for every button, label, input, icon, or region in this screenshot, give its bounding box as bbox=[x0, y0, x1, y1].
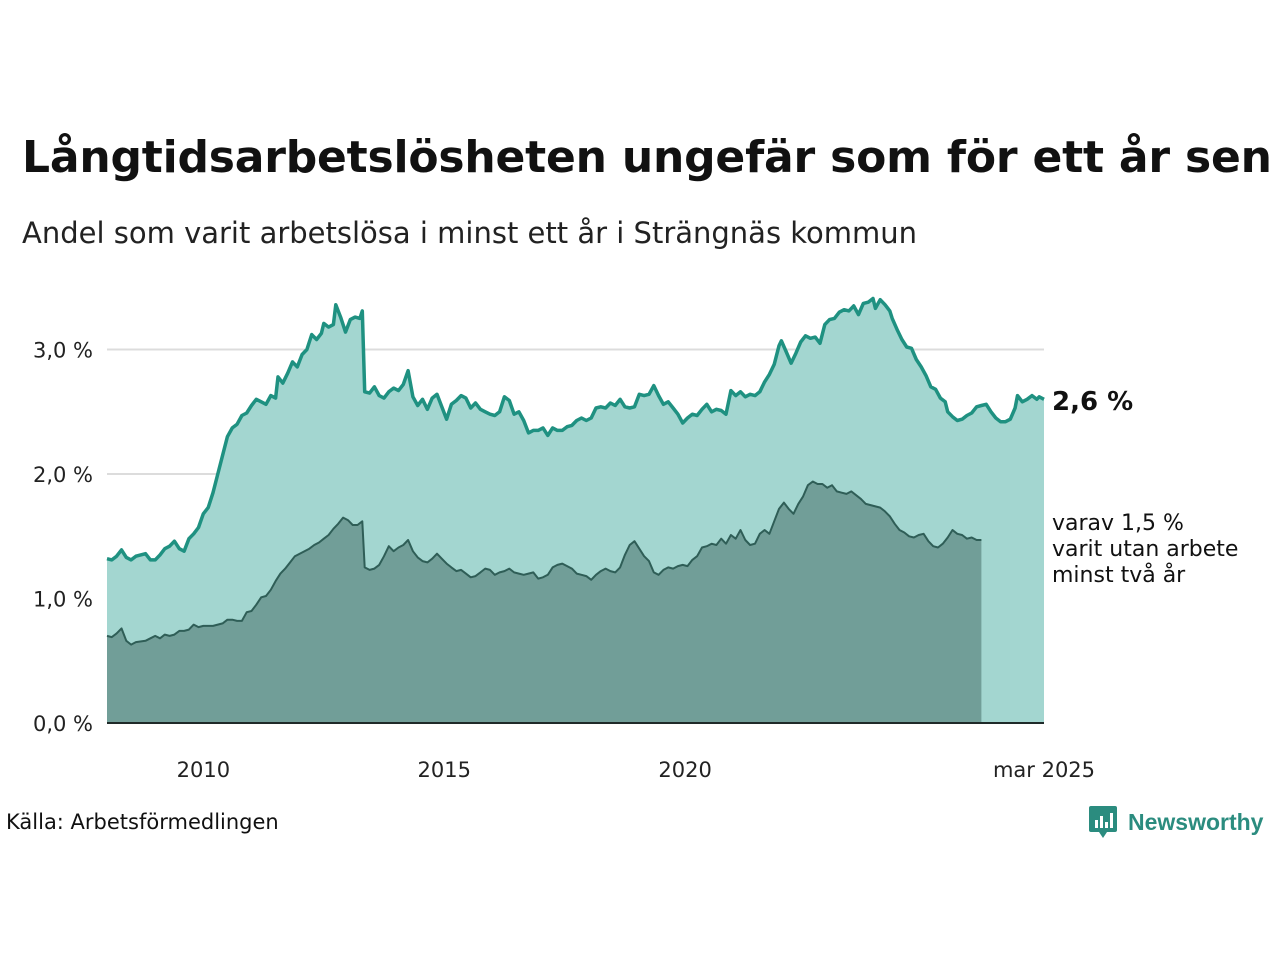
axes: 0,0 % 1,0 % 2,0 % 3,0 % 2010 2015 2020 mar 2025 bbox=[33, 339, 1095, 783]
y-tick-label: 0,0 % bbox=[33, 712, 93, 736]
x-tick-label: 2015 bbox=[417, 758, 470, 782]
end-label-two-years-line: minst två år bbox=[1052, 562, 1186, 588]
newsworthy-logo-icon bbox=[1089, 806, 1117, 838]
y-tick-label: 2,0 % bbox=[33, 463, 93, 487]
series-area-two_years bbox=[107, 481, 982, 723]
chart-areas bbox=[106, 296, 1045, 723]
chart-subtitle: Andel som varit arbetslösa i minst ett å… bbox=[22, 216, 918, 250]
y-tick-label: 3,0 % bbox=[33, 339, 93, 363]
brand-logo: Newsworthy bbox=[1088, 802, 1263, 842]
end-label-total: 2,6 % bbox=[1052, 387, 1133, 417]
y-tick-label: 1,0 % bbox=[33, 588, 93, 612]
brand-name: Newsworthy bbox=[1128, 808, 1264, 835]
source-note: Källa: Arbetsförmedlingen bbox=[6, 810, 279, 834]
chart-title: Långtidsarbetslösheten ungefär som för e… bbox=[22, 132, 1272, 183]
series-line-two_years bbox=[106, 480, 982, 646]
x-tick-label: 2010 bbox=[177, 758, 230, 782]
x-tick-label: mar 2025 bbox=[993, 758, 1095, 782]
end-label-two-years-line: varit utan arbete bbox=[1052, 537, 1238, 562]
x-tick-label: 2020 bbox=[658, 758, 711, 782]
end-label-two-years-line: varav 1,5 % bbox=[1052, 511, 1184, 536]
series-line-total bbox=[106, 296, 1045, 562]
